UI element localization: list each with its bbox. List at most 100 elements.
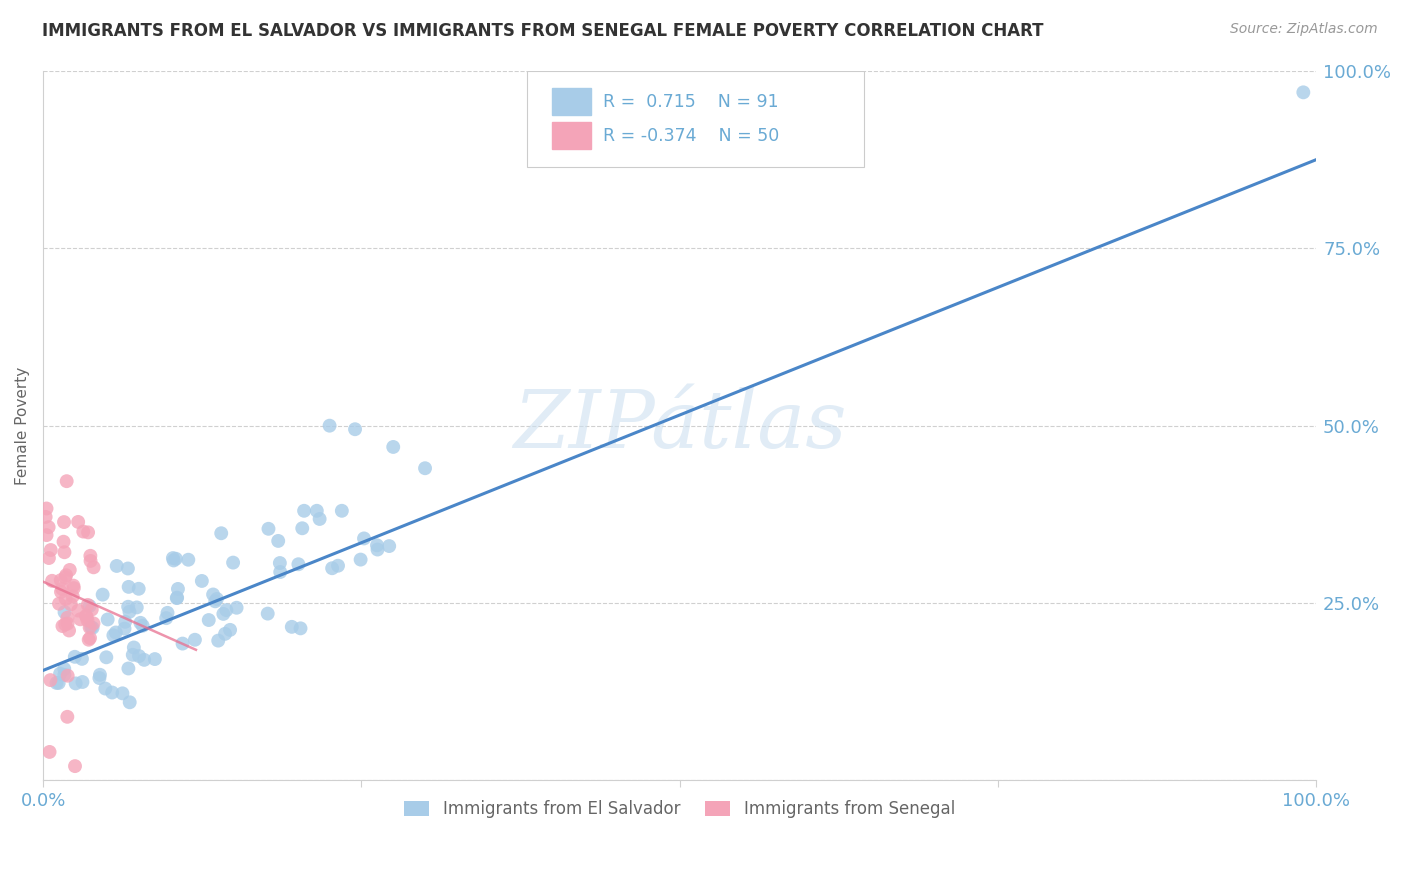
Bar (553, 88, 591, 115)
Point (89, 667, 111, 681)
Point (76, 613, 98, 627)
Point (105, 558, 128, 573)
Point (117, 580, 139, 594)
Point (62, 579, 84, 593)
Point (131, 618, 153, 632)
Point (65, 676, 87, 690)
Point (121, 648, 143, 662)
Point (53, 545, 76, 559)
Point (82, 616, 104, 631)
Point (166, 591, 188, 606)
Point (56, 710, 79, 724)
Point (63, 649, 86, 664)
Point (35, 501, 58, 516)
Point (62, 590, 84, 604)
Point (330, 504, 353, 518)
Point (38, 520, 60, 534)
Point (202, 587, 225, 601)
Point (77, 632, 100, 647)
Point (41, 574, 63, 588)
Point (378, 539, 401, 553)
Point (318, 418, 340, 433)
Point (53, 662, 76, 676)
Point (38, 551, 60, 566)
Point (48, 676, 70, 690)
Point (117, 561, 139, 575)
Point (80, 620, 103, 634)
Point (118, 695, 141, 709)
Point (122, 640, 145, 655)
Point (349, 552, 371, 566)
Point (256, 607, 278, 621)
Point (80, 602, 103, 616)
Point (111, 686, 134, 700)
Point (269, 556, 291, 570)
Point (114, 615, 136, 629)
Point (97, 612, 120, 626)
Point (166, 591, 188, 605)
Point (382, 440, 405, 454)
Point (59, 598, 82, 612)
Point (67, 515, 90, 529)
Point (222, 556, 245, 570)
Point (94, 681, 117, 696)
Point (52, 534, 75, 549)
Point (172, 637, 194, 651)
Point (82, 621, 104, 635)
Point (34, 509, 56, 524)
Point (125, 600, 148, 615)
Point (308, 512, 330, 526)
Text: R =  0.715    N = 91: R = 0.715 N = 91 (603, 93, 779, 111)
Y-axis label: Female Poverty: Female Poverty (15, 367, 30, 485)
Point (79, 549, 101, 563)
Point (205, 591, 228, 606)
Point (51, 619, 73, 633)
Point (79, 631, 101, 645)
Point (219, 623, 242, 637)
Point (49, 666, 72, 681)
Point (267, 533, 290, 548)
Point (321, 561, 343, 575)
Point (72, 675, 94, 690)
Point (53, 515, 76, 529)
Point (212, 607, 235, 621)
FancyBboxPatch shape (527, 71, 865, 167)
Point (70, 652, 93, 666)
Text: Source: ZipAtlas.com: Source: ZipAtlas.com (1230, 22, 1378, 37)
Point (56, 669, 79, 683)
Point (281, 620, 304, 634)
Point (76, 598, 98, 612)
Point (269, 565, 291, 579)
Point (45, 676, 67, 690)
Point (128, 648, 150, 663)
Point (53, 570, 76, 584)
Point (287, 558, 309, 572)
Point (163, 553, 186, 567)
Point (191, 574, 214, 588)
Point (59, 563, 82, 577)
Point (209, 526, 232, 541)
Point (79, 599, 101, 613)
Point (103, 628, 125, 642)
Legend: Immigrants from El Salvador, Immigrants from Senegal: Immigrants from El Salvador, Immigrants … (398, 794, 962, 825)
Point (117, 661, 139, 675)
Point (91, 588, 114, 602)
Point (215, 603, 238, 617)
Point (53, 668, 76, 682)
Point (58, 624, 80, 638)
Point (177, 552, 200, 566)
Point (1292, 86, 1315, 100)
Point (128, 582, 150, 596)
Point (118, 605, 141, 619)
Point (72, 524, 94, 539)
Point (214, 627, 236, 641)
Point (184, 632, 207, 647)
Point (89, 671, 111, 685)
Point (39, 543, 62, 558)
Point (197, 613, 219, 627)
Point (53, 617, 76, 632)
Point (79, 620, 101, 634)
Point (39, 673, 62, 687)
Point (69, 612, 91, 626)
Point (63, 759, 86, 773)
